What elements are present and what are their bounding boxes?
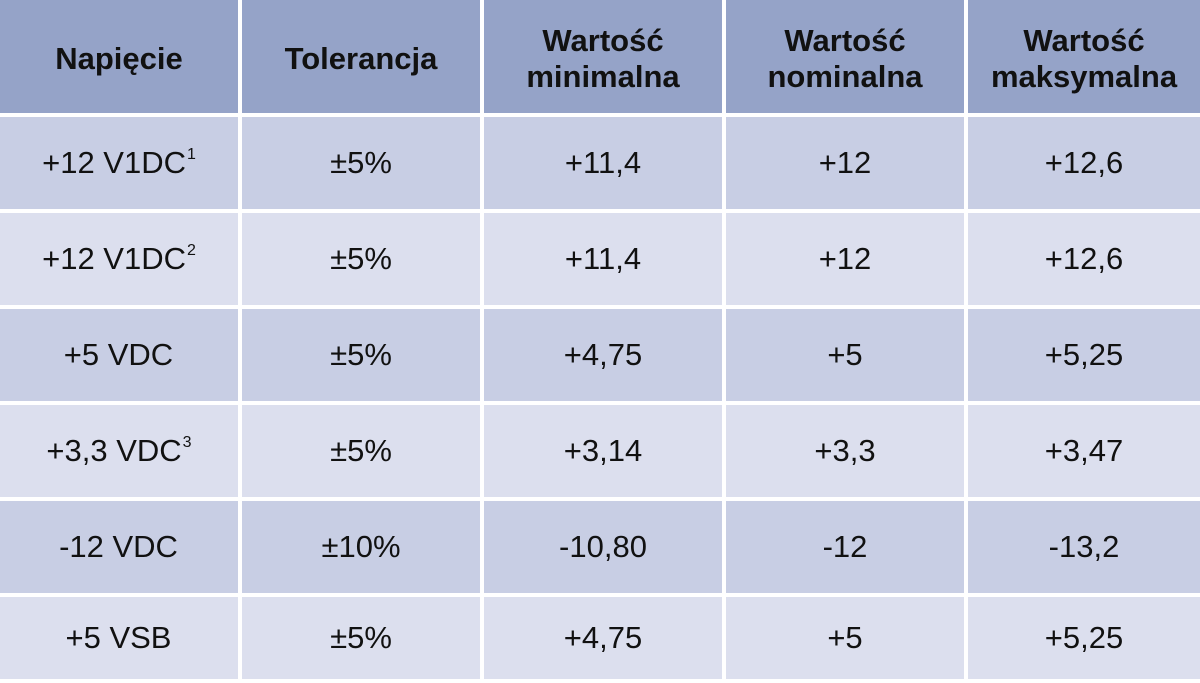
cell-nominal: +12 [726,117,968,213]
cell-nominal: -12 [726,501,968,597]
tolerance-text: ±5% [330,241,392,276]
max-text: +12,6 [1044,145,1124,180]
tolerance-text: ±5% [330,145,392,180]
cell-min: +4,75 [484,309,726,405]
cell-voltage: +12 V1DC 2 [0,213,242,309]
cell-voltage: +5 VSB [0,597,242,683]
voltage-text: +5 VDC [63,337,174,372]
footnote-marker: 2 [186,242,196,259]
cell-nominal: +5 [726,597,968,683]
cell-nominal: +3,3 [726,405,968,501]
cell-voltage: +3,3 VDC 3 [0,405,242,501]
footnote-marker: 3 [182,434,192,451]
max-text: +12,6 [1044,241,1124,276]
cell-tolerance: ±5% [242,405,484,501]
min-text: +11,4 [564,145,642,180]
cell-min: +11,4 [484,213,726,309]
cell-max: +12,6 [968,117,1200,213]
cell-tolerance: ±10% [242,501,484,597]
header-max-value: Wartość maksymalna [968,0,1200,117]
cell-min: +11,4 [484,117,726,213]
max-text: +3,47 [1044,433,1124,468]
min-text: +3,14 [563,433,643,468]
nominal-text: +3,3 [814,433,876,468]
cell-min: -10,80 [484,501,726,597]
header-voltage: Napięcie [0,0,242,117]
cell-max: +5,25 [968,597,1200,683]
cell-tolerance: ±5% [242,597,484,683]
nominal-text: +12 [818,145,872,180]
cell-max: +12,6 [968,213,1200,309]
cell-min: +3,14 [484,405,726,501]
cell-voltage: +12 V1DC 1 [0,117,242,213]
min-text: -10,80 [559,529,647,564]
tolerance-text: ±10% [321,529,401,564]
header-tolerance-label: Tolerancja [284,40,438,76]
header-max-label: Wartość maksymalna [990,22,1178,94]
voltage-text: +3,3 VDC [46,433,182,468]
voltage-text: +5 VSB [65,620,172,655]
max-text: +5,25 [1044,337,1124,372]
cell-max: -13,2 [968,501,1200,597]
cell-tolerance: ±5% [242,117,484,213]
nominal-text: +5 [827,620,863,655]
tolerance-text: ±5% [330,337,392,372]
nominal-text: -12 [822,529,868,564]
tolerance-text: ±5% [330,433,392,468]
header-min-label: Wartość minimalna [526,22,680,94]
cell-min: +4,75 [484,597,726,683]
cell-tolerance: ±5% [242,213,484,309]
cell-max: +5,25 [968,309,1200,405]
cell-nominal: +5 [726,309,968,405]
cell-tolerance: ±5% [242,309,484,405]
cell-voltage: +5 VDC [0,309,242,405]
tolerance-text: ±5% [330,620,392,655]
header-tolerance: Tolerancja [242,0,484,117]
min-text: +4,75 [563,620,643,655]
footnote-marker: 1 [186,146,196,163]
voltage-text: -12 VDC [59,529,178,564]
voltage-text: +12 V1DC [42,241,186,276]
min-text: +11,4 [564,241,642,276]
cell-max: +3,47 [968,405,1200,501]
max-text: +5,25 [1044,620,1124,655]
header-nominal-label: Wartość nominalna [767,22,923,94]
cell-voltage: -12 VDC [0,501,242,597]
nominal-text: +5 [827,337,863,372]
max-text: -13,2 [1048,529,1120,564]
nominal-text: +12 [818,241,872,276]
voltage-text: +12 V1DC [42,145,186,180]
min-text: +4,75 [563,337,643,372]
cell-nominal: +12 [726,213,968,309]
header-min-value: Wartość minimalna [484,0,726,117]
header-nominal-value: Wartość nominalna [726,0,968,117]
header-voltage-label: Napięcie [55,40,183,76]
